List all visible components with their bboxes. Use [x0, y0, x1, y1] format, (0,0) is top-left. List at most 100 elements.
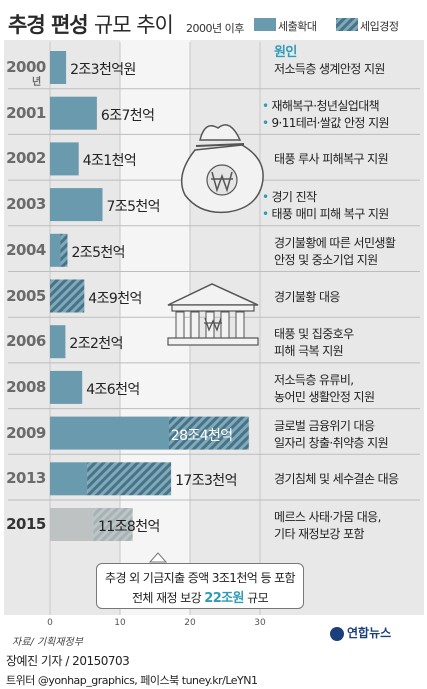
- reason-2001-1: • 9·11테러·쌀값 안정 지원: [262, 115, 390, 132]
- reason-text: 9·11테러·쌀값 안정 지원: [271, 115, 389, 130]
- x-tick-30: 30: [254, 618, 266, 628]
- reason-text: 안정 및 중소기업 지원: [274, 252, 378, 267]
- bar-expenditure-2006: [50, 325, 66, 359]
- bank-column-1: [190, 311, 200, 339]
- money-bag-icon: [180, 124, 264, 214]
- value-label-2002: 4조1천억: [82, 153, 137, 170]
- bullet-icon: •: [262, 207, 269, 222]
- reason-2001-0: • 재해복구·청년실업대책: [262, 98, 380, 115]
- value-label-2001: 6조7천억: [100, 107, 155, 124]
- value-label-2003: 7조5천억: [106, 199, 161, 216]
- author-credit: 장예진 기자 / 20150703: [6, 654, 130, 668]
- bullet-icon: •: [262, 115, 269, 130]
- reason-text: 기타 재정보강 포함: [274, 527, 365, 541]
- value-label-2013: 17조3천억: [175, 473, 237, 490]
- year-label-2001: 2001: [6, 103, 46, 122]
- bank-column-4: [235, 311, 245, 339]
- yonhap-logo: 연합뉴스: [330, 624, 391, 641]
- reason-2006-0: 태풍 및 집중호우: [274, 326, 354, 343]
- legend-swatches: [254, 18, 358, 31]
- reason-text: 재해복구·청년실업대책: [271, 98, 380, 113]
- value-label-2006: 2조2천억: [69, 336, 123, 353]
- bar-expenditure-2000: [50, 51, 67, 84]
- callout-pointer: [148, 552, 168, 563]
- reason-2004-0: 경기불황에 따른 서민생활: [274, 235, 396, 252]
- reason-2015-0: 메르스 사태·가뭄 대응,: [274, 509, 381, 526]
- year-label-2013: 2013: [6, 469, 46, 488]
- reason-text: 글로벌 금융위기 대응: [274, 418, 375, 433]
- reason-text: 태풍 및 집중호우: [274, 327, 354, 342]
- chart-title: 추경 편성 규모 추이: [8, 9, 174, 39]
- reason-2009-1: 일자리 창출·취약층 지원: [274, 435, 389, 452]
- bar-expenditure-2013: [50, 462, 88, 496]
- year-label-2002: 2002: [6, 149, 46, 168]
- reason-text: 일자리 창출·취약층 지원: [274, 435, 389, 450]
- callout-line-1: 추경 외 기금지출 증액 3조1천억 등 포함: [105, 571, 296, 585]
- title-main-text: 추경 편성: [8, 13, 89, 37]
- reason-2006-1: 피해 극복 지원: [274, 343, 344, 360]
- reason-text: 피해 극복 지원: [274, 344, 344, 359]
- callout-amount: 22조원: [204, 591, 244, 606]
- bank-beam: [171, 304, 255, 312]
- reason-2004-1: 안정 및 중소기업 지원: [274, 252, 378, 269]
- reason-2000-0: 저소득층 생계안정 지원: [274, 61, 385, 78]
- year-label-2015: 2015: [6, 515, 46, 533]
- period-label: 2000년 이후: [186, 22, 244, 35]
- callout-suffix: 규모: [247, 591, 269, 605]
- reason-2009-0: 글로벌 금융위기 대응: [274, 418, 375, 435]
- x-tick-20: 20: [184, 618, 196, 628]
- year-label-2004: 2004: [6, 240, 46, 259]
- bar-revenue-2013: [87, 462, 172, 496]
- bank-building-icon: [167, 283, 259, 346]
- bar-expenditure-2002: [50, 142, 79, 176]
- value-label-2005: 4조9천억: [88, 290, 142, 307]
- reason-2005-0: 경기불황 대응: [274, 289, 340, 306]
- value-label-2000: 2조3천억원: [70, 62, 136, 78]
- reason-text: 태풍 매미 피해 복구 지원: [271, 207, 389, 222]
- reason-text: 저소득층 유류비,: [274, 372, 354, 387]
- bullet-icon: •: [262, 190, 269, 205]
- bar-revenue-2009: [169, 416, 249, 450]
- reason-2008-1: 농어민 생활안정 지원: [274, 389, 375, 406]
- callout-prefix: 전체 재정 보강: [131, 591, 202, 605]
- callout-line-2: 전체 재정 보강 22조원 규모: [97, 587, 303, 606]
- reason-2003-1: • 태풍 매미 피해 복구 지원: [262, 206, 389, 223]
- legend-label-expenditure: 세출확대: [278, 20, 317, 33]
- year-label-2005: 2005: [6, 286, 46, 305]
- bar-expenditure-2004: [50, 233, 61, 267]
- year-label-2009: 2009: [6, 423, 46, 442]
- reason-2013-0: 경기침체 및 세수결손 대응: [274, 471, 399, 488]
- bar-expenditure-2001: [50, 96, 97, 130]
- reason-text: 경기 진작: [271, 190, 317, 205]
- money-bag-tie: [195, 143, 245, 147]
- reason-text: 농어민 생활안정 지원: [274, 389, 375, 404]
- year-label-2003: 2003: [6, 195, 46, 214]
- value-label-2015: 11조8천억: [98, 519, 160, 535]
- reason-text: 경기침체 및 세수결손 대응: [274, 472, 399, 487]
- year-suffix-2000: 년: [32, 77, 42, 88]
- bar-expenditure-2008: [50, 370, 83, 404]
- reason-text: 경기불황 대응: [274, 289, 340, 304]
- bar-expenditure-2009: [50, 416, 169, 450]
- bar-highlight-overlay-2015: [50, 508, 133, 541]
- bank-base: [167, 337, 259, 346]
- value-label-2008: 4조6천억: [86, 381, 140, 398]
- reason-2008-0: 저소득층 유류비,: [274, 372, 354, 389]
- social-links: 트위터 @yonhap_graphics, 페이스북 tuney.kr/LeYN…: [6, 674, 258, 687]
- reasons-header: 원인: [274, 45, 297, 60]
- source-note: 자료/ 기획재정부: [12, 637, 83, 648]
- reason-text: 메르스 사태·가뭄 대응,: [274, 510, 381, 524]
- bar-revenue-2005: [50, 279, 85, 313]
- year-label-2000: 2000: [6, 58, 46, 76]
- bank-won-symbol: [204, 317, 222, 332]
- money-bag-top: [199, 124, 242, 141]
- bar-revenue-2004: [60, 233, 68, 267]
- value-label-2009: 28조4천억: [170, 427, 233, 444]
- x-tick-10: 10: [114, 618, 126, 628]
- logo-mark-icon: [330, 626, 344, 641]
- reason-text: 저소득층 생계안정 지원: [274, 62, 385, 76]
- title-sub-text: 규모 추이: [93, 13, 174, 37]
- bank-column-0: [175, 311, 185, 339]
- value-label-2004: 2조5천억: [71, 244, 126, 261]
